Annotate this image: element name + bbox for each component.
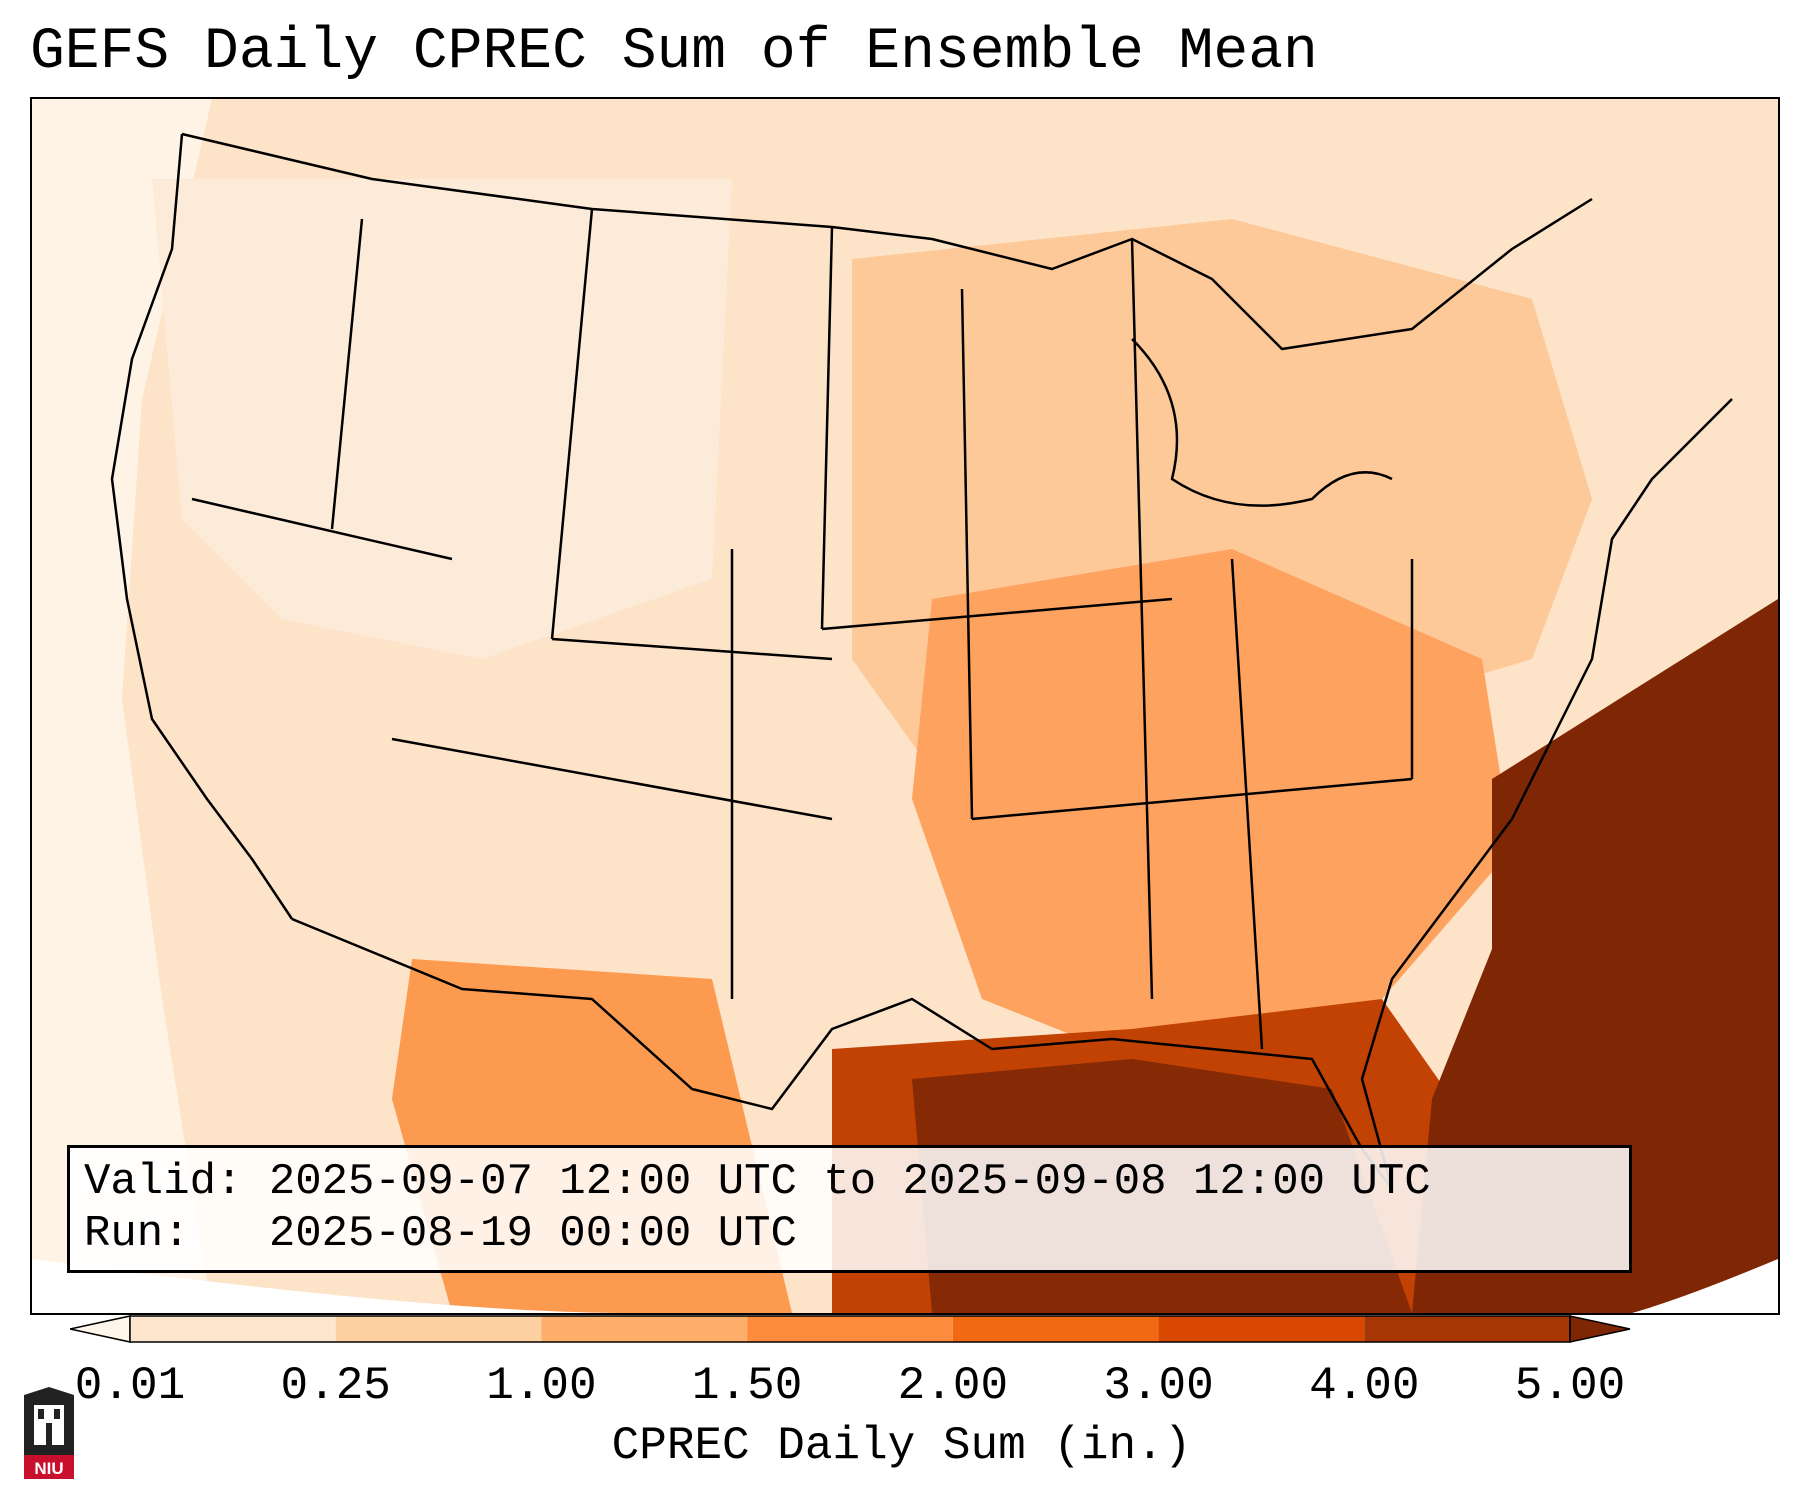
colorbar-tick-label: 5.00: [1514, 1360, 1626, 1412]
precipitation-map: [30, 97, 1780, 1315]
colorbar-tick-label: 1.00: [486, 1360, 597, 1412]
field-pacific-light: [32, 99, 212, 1313]
boundaries: [110, 132, 1733, 1190]
field-west-light: [152, 179, 732, 659]
logo-text: NIU: [34, 1459, 63, 1478]
colorbar-tick-label: 4.00: [1309, 1360, 1420, 1412]
colorbar-segment: [130, 1316, 336, 1342]
colorbar-tick-label: 0.25: [280, 1360, 391, 1412]
great-lakes: [1131, 338, 1393, 507]
valid-run-info-box: Valid: 2025-09-07 12:00 UTC to 2025-09-0…: [67, 1145, 1632, 1273]
valid-label: Valid:: [84, 1157, 243, 1207]
field-southeast: [912, 549, 1512, 1059]
colorbar-segment: [1364, 1316, 1570, 1342]
colorbar-segment: [541, 1316, 748, 1342]
colorbar-segment: [952, 1316, 1159, 1342]
colorbar-tick-label: 0.01: [74, 1360, 186, 1412]
colorbar-label: CPREC Daily Sum (in.): [611, 1420, 1192, 1472]
colorbar-segment: [1158, 1316, 1365, 1342]
field-atlantic: [1412, 599, 1778, 1313]
colorbar-extend-low: [70, 1315, 131, 1343]
state-lines: [191, 208, 1414, 1050]
canada-border: [181, 132, 1593, 351]
us-mexico-border: [291, 917, 1393, 1190]
run-label: Run:: [84, 1209, 190, 1259]
colorbar-tick-label: 3.00: [1103, 1360, 1214, 1412]
colorbar-tick-label: 1.50: [691, 1360, 803, 1412]
map-canvas: [32, 99, 1778, 1313]
colorbar-segment: [747, 1316, 953, 1342]
projection-edge-left: [32, 1259, 632, 1313]
colorbar-segment: [335, 1316, 542, 1342]
projection-edge-right: [1632, 1259, 1778, 1313]
colorbar-outline: [129, 1315, 1571, 1343]
colorbar-tick-label: 2.00: [897, 1360, 1009, 1412]
valid-value: 2025-09-07 12:00 UTC to 2025-09-08 12:00…: [268, 1157, 1431, 1207]
us-west-coast: [110, 133, 294, 920]
map-title: GEFS Daily CPREC Sum of Ensemble Mean: [30, 20, 1318, 85]
colorbar-extend-high: [1569, 1315, 1631, 1343]
run-value: 2025-08-19 00:00 UTC: [268, 1209, 797, 1259]
niu-logo: NIU: [24, 1387, 74, 1479]
colorbar: [70, 1315, 1631, 1343]
us-east-coast: [1360, 398, 1733, 1190]
